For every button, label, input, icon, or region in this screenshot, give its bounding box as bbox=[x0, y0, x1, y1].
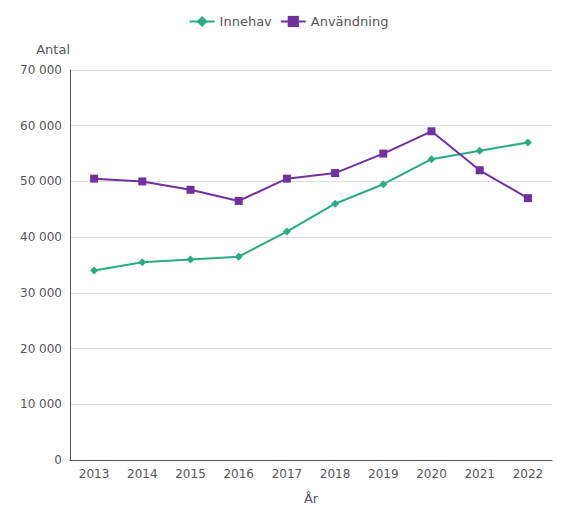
svg-text:2019: 2019 bbox=[368, 467, 399, 481]
svg-text:60 000: 60 000 bbox=[20, 119, 62, 133]
svg-text:År: År bbox=[304, 491, 319, 506]
svg-text:Antal: Antal bbox=[36, 42, 70, 57]
svg-text:2022: 2022 bbox=[513, 467, 544, 481]
svg-text:0: 0 bbox=[54, 453, 62, 467]
svg-text:2014: 2014 bbox=[127, 467, 158, 481]
svg-text:30 000: 30 000 bbox=[20, 286, 62, 300]
svg-text:2018: 2018 bbox=[320, 467, 351, 481]
svg-text:10 000: 10 000 bbox=[20, 397, 62, 411]
svg-text:40 000: 40 000 bbox=[20, 230, 62, 244]
svg-text:2013: 2013 bbox=[79, 467, 110, 481]
svg-text:2015: 2015 bbox=[175, 467, 206, 481]
svg-text:70 000: 70 000 bbox=[20, 63, 62, 77]
svg-text:20 000: 20 000 bbox=[20, 342, 62, 356]
svg-text:2020: 2020 bbox=[416, 467, 447, 481]
svg-text:Innehav: Innehav bbox=[220, 14, 273, 29]
svg-text:50 000: 50 000 bbox=[20, 174, 62, 188]
svg-text:Användning: Användning bbox=[311, 14, 389, 29]
svg-text:2016: 2016 bbox=[223, 467, 254, 481]
svg-text:2021: 2021 bbox=[464, 467, 495, 481]
svg-text:2017: 2017 bbox=[272, 467, 303, 481]
